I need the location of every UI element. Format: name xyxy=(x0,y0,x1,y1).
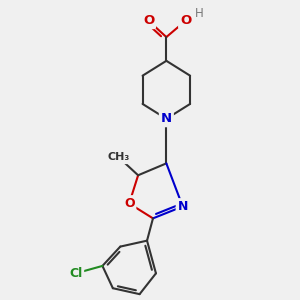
Text: O: O xyxy=(143,14,154,27)
Text: N: N xyxy=(178,200,188,213)
Text: Cl: Cl xyxy=(69,267,82,280)
Text: CH₃: CH₃ xyxy=(108,152,130,162)
Text: H: H xyxy=(195,7,203,20)
Text: N: N xyxy=(161,112,172,125)
Text: O: O xyxy=(124,197,134,210)
Text: O: O xyxy=(180,14,191,27)
